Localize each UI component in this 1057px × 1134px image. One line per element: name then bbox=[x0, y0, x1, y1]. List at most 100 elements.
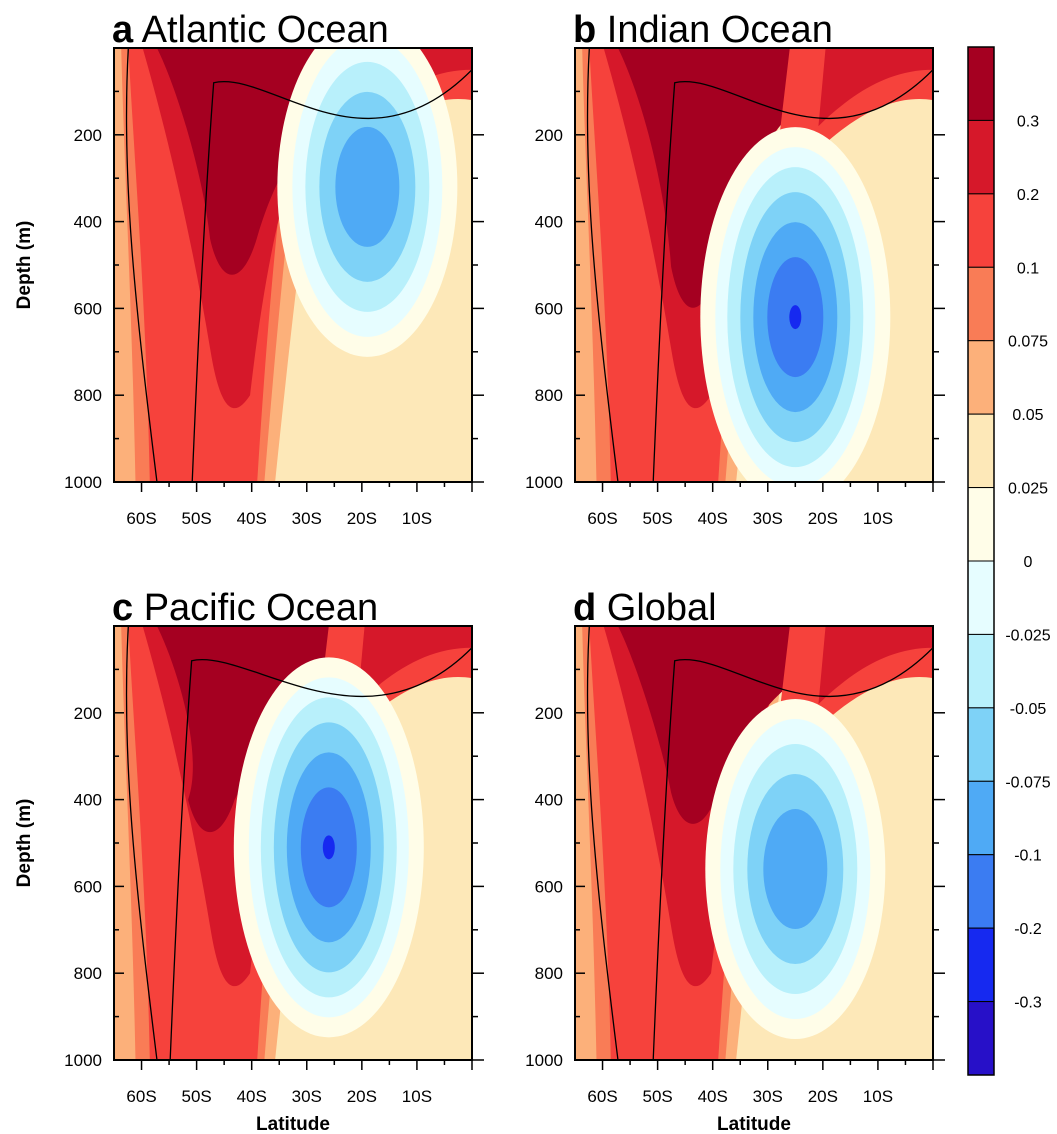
x-tick-label: 10S bbox=[863, 1087, 893, 1106]
x-tick-label: 40S bbox=[698, 509, 728, 528]
y-tick-label: 1000 bbox=[64, 1051, 102, 1070]
y-axis-label: Depth (m) bbox=[14, 799, 35, 888]
x-tick-label: 20S bbox=[347, 509, 377, 528]
colorbar-label: -0.05 bbox=[1010, 701, 1047, 718]
panel-title: b Indian Ocean bbox=[573, 9, 833, 51]
x-tick-label: 30S bbox=[292, 1087, 322, 1106]
colorbar-label: 0.1 bbox=[1017, 260, 1039, 277]
contour-band bbox=[771, 48, 933, 200]
panel-letter: d bbox=[573, 587, 596, 629]
panel-title: c Pacific Ocean bbox=[112, 587, 378, 629]
contour-band bbox=[818, 626, 933, 705]
colorbar-label: 0.025 bbox=[1008, 481, 1048, 498]
colorbar-label: -0.075 bbox=[1005, 774, 1050, 791]
panel-name: Pacific Ocean bbox=[133, 587, 378, 629]
contour-line bbox=[191, 69, 472, 482]
y-tick-label: 400 bbox=[535, 791, 563, 810]
contour-band bbox=[335, 126, 400, 247]
colorbar-label: 0.075 bbox=[1008, 334, 1048, 351]
colorbar-segment bbox=[967, 340, 995, 415]
panel-c: c Pacific Ocean 200 400 600 800 1000 60S 50S 40S… bbox=[14, 587, 484, 1134]
colorbar-label: -0.025 bbox=[1005, 627, 1050, 644]
contour-band bbox=[789, 305, 802, 330]
panel-d: d Global 200 400 600 800 1000 60S 50S 40S 30S 20S 1… bbox=[525, 587, 945, 1134]
y-tick-label: 600 bbox=[74, 299, 102, 318]
contour-line bbox=[652, 647, 933, 1060]
x-tick-label: 30S bbox=[292, 509, 322, 528]
colorbar-label: -0.1 bbox=[1014, 848, 1042, 865]
panel-name: Global bbox=[596, 587, 716, 629]
colorbar-frame bbox=[967, 46, 995, 1076]
colorbar: 0.3 0.2 0.1 0.075 0.05 0.025 0 -0.025 -0.05 -0.07… bbox=[967, 46, 1051, 1076]
x-tick-label: 50S bbox=[181, 509, 211, 528]
contour-band bbox=[771, 626, 933, 778]
contour-line bbox=[652, 69, 933, 482]
y-tick-label: 800 bbox=[74, 964, 102, 983]
contour-field bbox=[575, 626, 933, 1060]
x-tick-label: 30S bbox=[753, 509, 783, 528]
contour-field bbox=[114, 626, 472, 1060]
y-tick-label: 1000 bbox=[525, 1051, 563, 1070]
x-tick-label: 30S bbox=[753, 1087, 783, 1106]
contour-band bbox=[617, 626, 916, 824]
contour-band bbox=[617, 48, 916, 308]
contour-field bbox=[114, 48, 472, 482]
y-tick-label: 200 bbox=[74, 704, 102, 723]
x-tick-label: 60S bbox=[587, 1087, 617, 1106]
colorbar-label: 0.3 bbox=[1017, 113, 1039, 130]
y-tick-label: 600 bbox=[535, 299, 563, 318]
contour-line bbox=[125, 48, 158, 482]
x-tick-label: 10S bbox=[863, 509, 893, 528]
panel-title: d Global bbox=[573, 587, 717, 629]
contour-band bbox=[763, 809, 828, 930]
y-tick-label: 200 bbox=[535, 126, 563, 145]
colorbar-label: 0.05 bbox=[1012, 407, 1043, 424]
x-tick-label: 40S bbox=[698, 1087, 728, 1106]
x-tick-label: 50S bbox=[642, 509, 672, 528]
colorbar-segment bbox=[967, 46, 995, 121]
contour-line bbox=[586, 626, 619, 1060]
contour-band bbox=[357, 626, 472, 705]
colorbar-segment bbox=[967, 119, 995, 195]
panel-letter: c bbox=[112, 587, 133, 629]
y-tick-label: 200 bbox=[535, 704, 563, 723]
contour-line bbox=[586, 48, 619, 482]
y-axis-label: Depth (m) bbox=[14, 221, 35, 310]
x-tick-label: 40S bbox=[237, 509, 267, 528]
x-tick-label: 50S bbox=[642, 1087, 672, 1106]
panel-a: a Atlantic Ocean 200 400 600 800 1000 60S 50S 40… bbox=[14, 9, 484, 528]
y-tick-label: 800 bbox=[535, 964, 563, 983]
contour-field bbox=[575, 48, 933, 482]
panel-letter: b bbox=[573, 9, 596, 51]
colorbar-label: -0.3 bbox=[1014, 995, 1042, 1012]
y-tick-label: 1000 bbox=[64, 473, 102, 492]
y-tick-label: 400 bbox=[74, 791, 102, 810]
y-tick-label: 400 bbox=[74, 213, 102, 232]
x-axis-label: Latitude bbox=[717, 1114, 791, 1134]
colorbar-segment bbox=[967, 927, 995, 1003]
x-tick-label: 40S bbox=[237, 1087, 267, 1106]
y-tick-label: 200 bbox=[74, 126, 102, 145]
x-tick-label: 10S bbox=[402, 509, 432, 528]
colorbar-label: 0.2 bbox=[1017, 187, 1039, 204]
colorbar-segment bbox=[967, 193, 995, 268]
x-tick-label: 20S bbox=[808, 509, 838, 528]
y-tick-label: 800 bbox=[74, 386, 102, 405]
x-tick-label: 60S bbox=[587, 509, 617, 528]
colorbar-segment bbox=[967, 266, 995, 342]
x-axis-label: Latitude bbox=[256, 1114, 330, 1134]
colorbar-segment bbox=[967, 413, 995, 489]
colorbar-label: 0 bbox=[1024, 554, 1033, 571]
y-tick-label: 1000 bbox=[525, 473, 563, 492]
colorbar-segment bbox=[967, 560, 995, 635]
colorbar-label: -0.2 bbox=[1014, 921, 1042, 938]
panel-name: Atlantic Ocean bbox=[133, 9, 389, 51]
contour-band bbox=[322, 835, 335, 860]
panel-title: a Atlantic Ocean bbox=[112, 9, 389, 51]
y-tick-label: 400 bbox=[535, 213, 563, 232]
contour-band bbox=[156, 626, 455, 833]
x-tick-label: 20S bbox=[347, 1087, 377, 1106]
y-tick-label: 600 bbox=[535, 877, 563, 896]
y-tick-label: 800 bbox=[535, 386, 563, 405]
